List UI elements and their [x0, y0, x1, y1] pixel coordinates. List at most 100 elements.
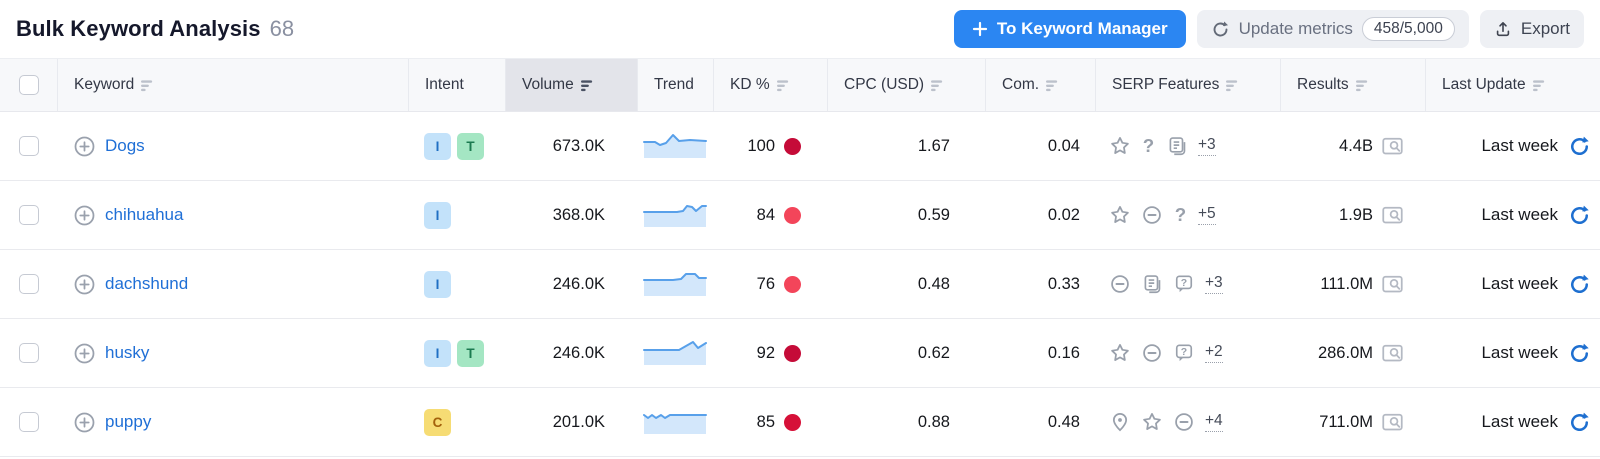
- export-button[interactable]: Export: [1479, 10, 1584, 48]
- chat-question-icon: ?: [1173, 273, 1195, 295]
- star-icon: [1109, 135, 1131, 157]
- volume-cell: 201.0K: [505, 388, 637, 456]
- update-metrics-button[interactable]: Update metrics 458/5,000: [1196, 10, 1469, 48]
- intent-badge-i[interactable]: I: [424, 339, 451, 367]
- column-header-intent: Intent: [408, 59, 505, 111]
- row-checkbox[interactable]: [18, 412, 39, 432]
- row-checkbox[interactable]: [18, 343, 39, 363]
- trend-sparkline[interactable]: [643, 131, 707, 161]
- column-header-results[interactable]: Results: [1280, 59, 1425, 111]
- intent-badge-t[interactable]: T: [457, 132, 484, 160]
- serp-more-link[interactable]: +2: [1205, 343, 1223, 363]
- snippet-icon: [1166, 135, 1188, 157]
- last-update-value: Last week: [1481, 412, 1558, 431]
- sort-icon[interactable]: [141, 78, 154, 93]
- keyword-link[interactable]: dachshund: [105, 274, 189, 293]
- column-header-kd[interactable]: KD %: [713, 59, 827, 111]
- serp-more-link[interactable]: +3: [1198, 136, 1216, 156]
- serp-preview-icon[interactable]: [1380, 204, 1405, 226]
- keyword-link[interactable]: husky: [105, 343, 150, 362]
- keyword-link[interactable]: puppy: [105, 412, 152, 431]
- serp-preview-icon[interactable]: [1380, 273, 1405, 295]
- sort-icon[interactable]: [776, 78, 790, 93]
- trend-cell: [637, 250, 713, 318]
- trend-cell: [637, 181, 713, 249]
- column-header-serp[interactable]: SERP Features: [1095, 59, 1280, 111]
- plus-circle-icon[interactable]: [73, 273, 96, 296]
- column-header-cpc[interactable]: CPC (USD): [827, 59, 985, 111]
- intent-badge-i[interactable]: I: [424, 270, 451, 298]
- link-icon: [1141, 204, 1163, 226]
- sort-icon[interactable]: [580, 78, 594, 93]
- column-header-keyword[interactable]: Keyword: [57, 59, 408, 111]
- column-header-volume[interactable]: Volume: [505, 59, 637, 111]
- plus-circle-icon[interactable]: [73, 135, 96, 158]
- cpc-value: 0.62: [917, 343, 950, 362]
- serp-features-cell: ? +2: [1095, 319, 1280, 387]
- sort-icon[interactable]: [1046, 78, 1059, 93]
- kd-value: 92: [756, 343, 775, 362]
- serp-preview-icon[interactable]: [1380, 411, 1405, 433]
- intent-badge-i[interactable]: I: [424, 132, 451, 160]
- com-value: 0.04: [1047, 136, 1080, 155]
- competition-cell: 0.16: [985, 319, 1095, 387]
- plus-circle-icon[interactable]: [73, 342, 96, 365]
- serp-preview-icon[interactable]: [1380, 342, 1405, 364]
- refresh-row-icon[interactable]: [1568, 411, 1591, 434]
- serp-more-link[interactable]: +3: [1205, 274, 1223, 294]
- question-icon: ?: [1141, 135, 1156, 157]
- to-keyword-manager-label: To Keyword Manager: [996, 19, 1168, 38]
- plus-icon: [972, 21, 988, 37]
- trend-sparkline[interactable]: [643, 200, 707, 230]
- sort-icon[interactable]: [1226, 78, 1239, 93]
- cpc-cell: 0.62: [827, 319, 985, 387]
- volume-value: 246.0K: [552, 343, 605, 362]
- plus-circle-icon[interactable]: [73, 411, 96, 434]
- trend-sparkline[interactable]: [643, 407, 707, 437]
- kd-dot: [784, 137, 801, 155]
- serp-preview-icon[interactable]: [1380, 135, 1405, 157]
- keyword-link[interactable]: Dogs: [105, 136, 145, 155]
- intent-cell: C: [408, 388, 505, 456]
- to-keyword-manager-button[interactable]: To Keyword Manager: [953, 10, 1186, 48]
- plus-circle-icon[interactable]: [73, 204, 96, 227]
- column-header-com[interactable]: Com.: [985, 59, 1095, 111]
- refresh-row-icon[interactable]: [1568, 342, 1591, 365]
- last-update-cell: Last week: [1425, 388, 1600, 456]
- cpc-cell: 0.59: [827, 181, 985, 249]
- row-checkbox[interactable]: [18, 205, 39, 225]
- intent-cell: I: [408, 250, 505, 318]
- sort-icon[interactable]: [931, 78, 944, 93]
- row-checkbox[interactable]: [18, 274, 39, 294]
- sort-icon[interactable]: [1532, 78, 1546, 93]
- serp-more-link[interactable]: +5: [1198, 205, 1216, 225]
- intent-badge-i[interactable]: I: [424, 201, 451, 229]
- serp-more-link[interactable]: +4: [1205, 412, 1223, 432]
- link-icon: [1141, 342, 1163, 364]
- trend-sparkline[interactable]: [643, 269, 707, 299]
- refresh-row-icon[interactable]: [1568, 204, 1591, 227]
- kd-cell: 92: [713, 319, 827, 387]
- competition-cell: 0.02: [985, 181, 1095, 249]
- last-update-value: Last week: [1481, 343, 1558, 362]
- row-select-cell: [0, 112, 57, 180]
- keyword-link[interactable]: chihuahua: [105, 205, 184, 224]
- trend-sparkline[interactable]: [643, 338, 707, 368]
- keyword-count: 68: [269, 16, 295, 41]
- refresh-row-icon[interactable]: [1568, 273, 1591, 296]
- refresh-row-icon[interactable]: [1568, 135, 1591, 158]
- row-checkbox[interactable]: [18, 136, 39, 156]
- intent-badge-c[interactable]: C: [424, 408, 451, 436]
- cpc-value: 0.59: [917, 205, 950, 224]
- select-all-checkbox[interactable]: [18, 75, 39, 95]
- sort-icon[interactable]: [1355, 78, 1369, 93]
- cpc-value: 0.48: [917, 274, 950, 293]
- serp-features-cell: ? +3: [1095, 112, 1280, 180]
- results-cell: 286.0M: [1280, 319, 1425, 387]
- intent-badge-t[interactable]: T: [457, 339, 484, 367]
- kd-cell: 84: [713, 181, 827, 249]
- results-value: 286.0M: [1317, 343, 1373, 362]
- com-value: 0.16: [1047, 343, 1080, 362]
- column-header-updated[interactable]: Last Update: [1425, 59, 1600, 111]
- star-icon: [1141, 411, 1163, 433]
